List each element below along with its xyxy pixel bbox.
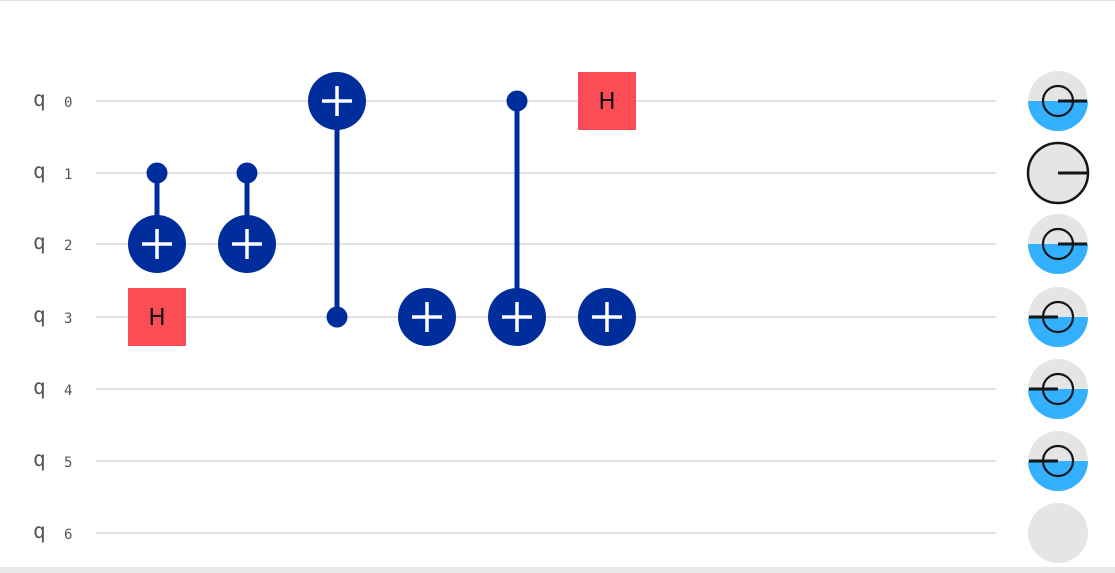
qubit-labels: q 0q 1q 2q 3q 4q 5q 6 — [33, 87, 72, 543]
gate-h-1[interactable]: H — [128, 288, 186, 346]
qubit-label-index: 0 — [64, 95, 72, 111]
state-indicator-q6[interactable] — [1028, 503, 1088, 563]
control-dot — [236, 162, 258, 184]
qubit-label-index: 4 — [64, 383, 72, 399]
qubit-label-letter: q — [33, 375, 46, 399]
control-dot — [506, 90, 528, 112]
state-indicator-q3[interactable] — [1028, 287, 1088, 347]
gate-cnot-0[interactable] — [128, 162, 186, 274]
gates-layer: HH — [128, 72, 636, 346]
h-gate-box — [128, 288, 186, 346]
qubit-label-letter: q — [33, 230, 46, 254]
gate-cnot-2[interactable] — [218, 162, 276, 274]
empty-state-disk — [1028, 503, 1088, 563]
gate-x-7[interactable] — [578, 288, 636, 346]
control-dot — [326, 306, 348, 328]
qubit-label-letter: q — [33, 447, 46, 471]
gate-h-6[interactable]: H — [578, 72, 636, 130]
qubit-label-index: 2 — [64, 238, 72, 254]
state-indicator-q1[interactable] — [1026, 141, 1090, 205]
qubit-label-letter: q — [33, 159, 46, 183]
qubit-label-index: 3 — [64, 311, 72, 327]
gate-cnot-5[interactable] — [488, 90, 546, 347]
state-indicator-q5[interactable] — [1028, 431, 1088, 491]
state-indicators — [1026, 71, 1090, 563]
state-indicator-q0[interactable] — [1028, 71, 1088, 131]
qubit-label-index: 1 — [64, 167, 72, 183]
state-indicator-q4[interactable] — [1028, 359, 1088, 419]
qubit-label-letter: q — [33, 519, 46, 543]
gate-cnot-3[interactable] — [308, 72, 366, 328]
control-dot — [146, 162, 168, 184]
gate-x-4[interactable] — [398, 288, 456, 346]
qubit-label-letter: q — [33, 87, 46, 111]
qubit-label-letter: q — [33, 303, 46, 327]
h-gate-label: H — [148, 305, 165, 331]
qubit-label-index: 6 — [64, 527, 72, 543]
horizontal-scrollbar[interactable] — [0, 567, 1115, 573]
h-gate-label: H — [598, 89, 615, 115]
state-indicator-q2[interactable] — [1028, 214, 1088, 274]
qubit-label-index: 5 — [64, 455, 72, 471]
h-gate-box — [578, 72, 636, 130]
